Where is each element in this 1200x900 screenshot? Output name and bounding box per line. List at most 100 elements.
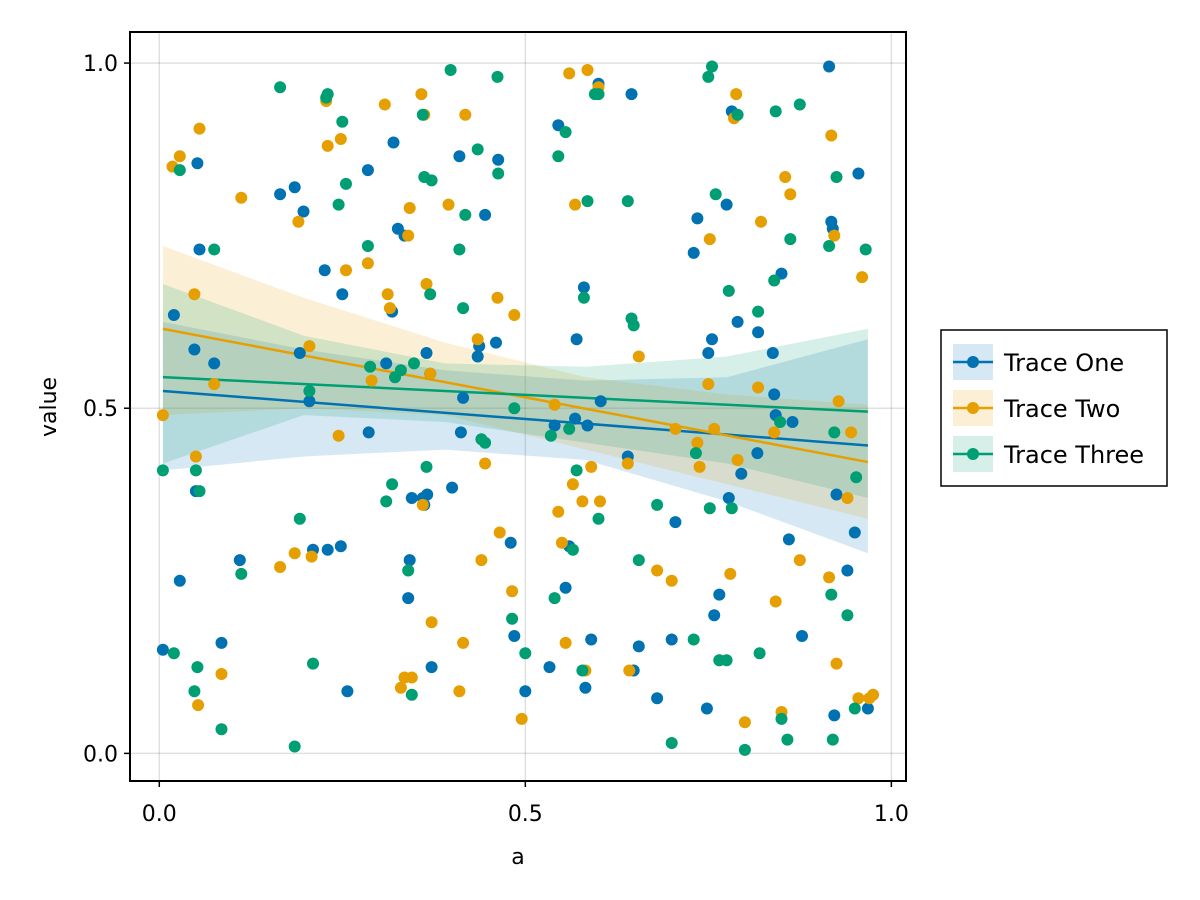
- data-point: [665, 574, 678, 587]
- data-point: [383, 302, 396, 315]
- plot-frame: [129, 31, 907, 782]
- data-point: [702, 378, 715, 391]
- data-point: [691, 436, 704, 449]
- y-tick-label: 0.0: [83, 742, 118, 767]
- data-point: [825, 129, 838, 142]
- data-point: [479, 457, 492, 470]
- data-point: [233, 554, 246, 567]
- data-point: [830, 488, 843, 501]
- data-point: [581, 195, 594, 208]
- data-point: [793, 98, 806, 111]
- data-point: [459, 208, 472, 221]
- data-point: [188, 343, 201, 356]
- data-point: [793, 554, 806, 567]
- data-point: [491, 70, 504, 83]
- data-point: [687, 246, 700, 259]
- data-point: [192, 699, 205, 712]
- data-point: [457, 391, 470, 404]
- data-point: [459, 108, 472, 121]
- data-point: [706, 333, 718, 346]
- data-point: [479, 208, 492, 221]
- data-point: [336, 288, 349, 301]
- data-point: [769, 105, 782, 118]
- data-point: [700, 702, 713, 715]
- data-point: [405, 688, 418, 701]
- data-point: [471, 143, 484, 156]
- data-point: [576, 664, 589, 677]
- data-point: [766, 347, 779, 359]
- data-point: [823, 240, 836, 252]
- data-point: [491, 291, 504, 304]
- data-point: [274, 81, 287, 94]
- data-point: [425, 616, 438, 629]
- data-point: [867, 688, 880, 701]
- data-point: [693, 460, 706, 473]
- data-point: [193, 485, 206, 498]
- data-point: [691, 212, 704, 225]
- data-point: [381, 288, 394, 301]
- data-point: [581, 419, 594, 432]
- data-point: [559, 636, 572, 649]
- data-point: [825, 588, 838, 601]
- data-point: [493, 526, 506, 539]
- data-point: [425, 661, 438, 674]
- data-point: [720, 654, 733, 667]
- data-point: [454, 426, 467, 439]
- data-point: [784, 233, 797, 246]
- y-axis-ticks: 0.0 0.5 1.0: [83, 52, 130, 767]
- data-point: [841, 609, 854, 622]
- regression-line: [162, 389, 869, 447]
- data-point: [850, 471, 863, 484]
- data-point: [722, 492, 735, 504]
- data-point: [566, 543, 579, 556]
- data-point: [753, 647, 766, 660]
- data-point: [708, 422, 721, 435]
- data-point: [292, 215, 305, 228]
- data-point: [156, 643, 169, 656]
- data-point: [188, 685, 201, 698]
- data-point: [334, 540, 347, 553]
- data-point: [394, 681, 407, 694]
- data-point: [386, 478, 399, 491]
- data-point: [504, 536, 517, 549]
- data-point: [208, 378, 221, 391]
- data-point: [479, 436, 492, 449]
- data-point: [361, 257, 374, 270]
- data-point: [156, 464, 169, 477]
- data-point: [321, 88, 334, 101]
- data-point: [548, 592, 561, 605]
- data-point: [402, 592, 415, 605]
- legend-label: Trace Three: [1003, 441, 1144, 469]
- data-point: [215, 723, 228, 736]
- data-point: [408, 357, 420, 370]
- data-point: [784, 188, 797, 201]
- data-point: [731, 315, 744, 328]
- data-point: [188, 288, 201, 301]
- data-point: [713, 588, 726, 601]
- data-point: [569, 198, 582, 211]
- data-point: [362, 426, 375, 439]
- data-point: [361, 164, 374, 177]
- data-point: [703, 233, 716, 246]
- data-point: [625, 88, 638, 101]
- data-point: [687, 633, 700, 646]
- data-point: [173, 164, 186, 177]
- data-point: [332, 429, 345, 442]
- data-point: [208, 243, 221, 256]
- data-point: [305, 550, 318, 563]
- data-point: [570, 464, 583, 477]
- data-point: [752, 326, 765, 339]
- data-point: [669, 516, 682, 529]
- data-point: [288, 740, 301, 753]
- data-point: [555, 536, 568, 549]
- data-point: [576, 495, 589, 508]
- data-point: [552, 150, 565, 163]
- data-point: [341, 685, 354, 698]
- data-point: [781, 733, 794, 746]
- data-point: [768, 274, 781, 287]
- data-point: [738, 743, 751, 756]
- data-point: [706, 60, 718, 73]
- data-point: [297, 205, 310, 218]
- data-point: [167, 647, 180, 660]
- data-point: [577, 291, 590, 304]
